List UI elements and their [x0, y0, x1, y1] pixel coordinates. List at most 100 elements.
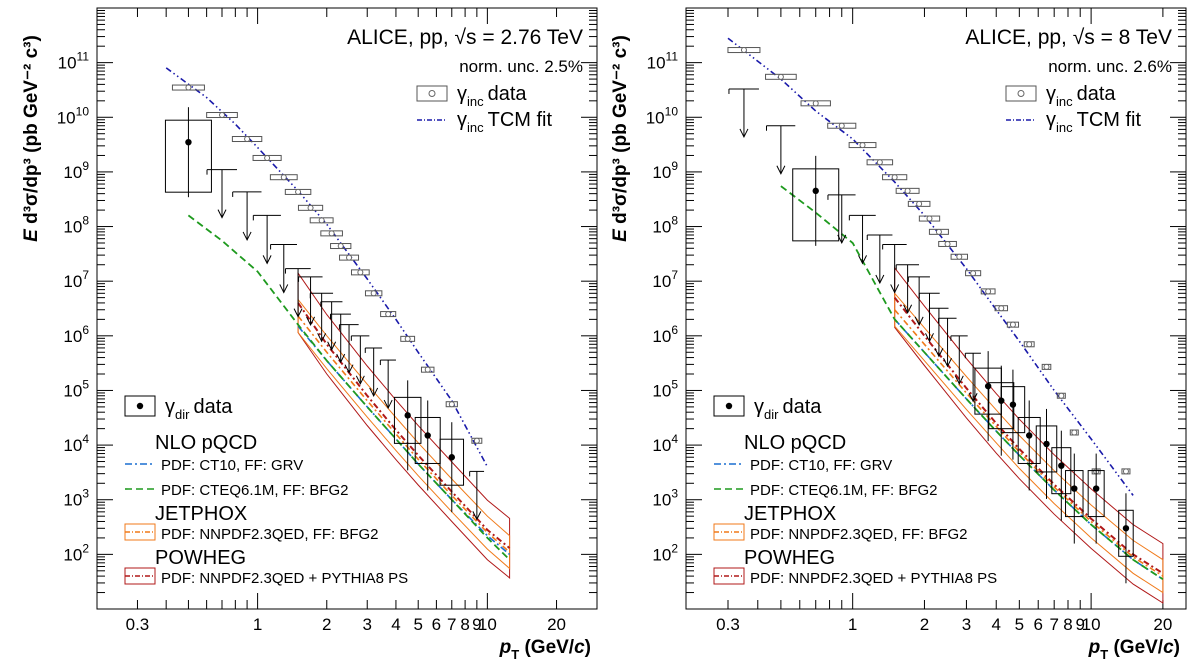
inc-data-point — [944, 240, 951, 247]
upper-limit-arrowhead — [293, 308, 303, 318]
x-axis-title-part: c — [574, 637, 585, 658]
y-tick-label: 1010 — [646, 104, 679, 127]
legend-sub: dir — [175, 407, 190, 422]
y-tick-label: 104 — [63, 432, 89, 455]
legend-text: data — [1077, 83, 1117, 105]
legend-label: PDF: CT10, FF: GRV — [161, 457, 303, 474]
upper-limit-arrowhead — [383, 399, 393, 410]
inc-data-point — [185, 84, 192, 91]
inc-data-point — [473, 437, 480, 444]
y-tick-exponent: 4 — [82, 432, 89, 446]
legend-header: NLO pQCD — [744, 432, 846, 454]
legend-dir-data-marker — [725, 402, 733, 410]
upper-limit-arrowhead — [327, 341, 337, 351]
plot-frame — [685, 7, 1187, 610]
inc-data-point — [812, 100, 819, 107]
upper-limit-arrowhead — [914, 316, 924, 326]
x-axis-title-part: ) — [1174, 637, 1180, 658]
x-axis-title: pT (GeV/c) — [499, 637, 591, 662]
x-tick-label: 9 — [1075, 615, 1084, 634]
y-tick-exponent: 10 — [76, 104, 90, 118]
legend-text: data — [488, 83, 528, 105]
y-tick-exponent: 5 — [671, 377, 678, 391]
x-axis-title: pT (GeV/c) — [1088, 637, 1180, 662]
y-tick-label: 107 — [652, 268, 678, 291]
x-tick-label: 1 — [848, 615, 857, 634]
legend-label: PDF: NNPDF2.3QED + PYTHIA8 PS — [750, 570, 997, 587]
inc-data-point — [904, 187, 911, 194]
inc-data-point — [916, 200, 923, 207]
y-tick-label: 106 — [652, 323, 678, 346]
inc-data-point — [424, 366, 431, 373]
legend-dir-data-label: γdir data — [165, 396, 233, 422]
y-tick-exponent: 6 — [82, 323, 89, 337]
y-tick-label: 102 — [652, 541, 678, 564]
upper-limit-arrowhead — [934, 347, 944, 358]
inc-data-point — [1043, 363, 1050, 370]
legend-inc-data-label: γinc data — [457, 83, 527, 109]
legend-sub: dir — [764, 407, 779, 422]
inc-data-point — [777, 73, 784, 80]
y-axis-title-part: E — [21, 224, 42, 242]
upper-limit-arrowhead — [317, 333, 327, 343]
inc-data-point — [357, 269, 364, 276]
inc-data-point — [891, 174, 898, 181]
legend-sub: inc — [1056, 94, 1073, 109]
inc-data-point — [838, 122, 845, 129]
legend-tcm-label: γinc TCM fit — [1046, 109, 1142, 135]
y-tick-label: 1011 — [58, 50, 90, 73]
upper-limit-arrowhead — [890, 284, 900, 294]
y-tick-exponent: 9 — [82, 159, 89, 173]
legend-inc-data-marker — [428, 90, 436, 97]
legend-sub: inc — [467, 120, 484, 135]
y-tick-label: 107 — [63, 268, 89, 291]
x-axis-title-part: ) — [585, 637, 591, 658]
x-axis-title-part: c — [1163, 637, 1174, 658]
norm-unc-label: norm. unc. 2.6% — [1048, 57, 1172, 76]
y-tick-exponent: 11 — [666, 50, 679, 64]
y-tick-label: 109 — [652, 159, 678, 182]
x-axis-title-part: T — [511, 647, 519, 662]
inc-data-point — [295, 188, 302, 195]
legend-tcm-label: γinc TCM fit — [457, 109, 553, 135]
legend-label: PDF: CTEQ6.1M, FF: BFG2 — [750, 482, 938, 499]
x-axis-title-part: (GeV/ — [1108, 637, 1164, 658]
x-tick-label: 5 — [1015, 615, 1024, 634]
y-tick-label: 1010 — [57, 104, 90, 127]
dir-data-point — [1009, 401, 1017, 408]
y-tick-exponent: 2 — [82, 541, 89, 555]
x-tick-label: 0.3 — [716, 615, 740, 634]
legend-header: NLO pQCD — [155, 432, 257, 454]
y-tick-exponent: 10 — [665, 104, 679, 118]
y-tick-label: 102 — [63, 541, 89, 564]
upper-limit-arrowhead — [776, 165, 786, 175]
inc-data-point — [970, 270, 977, 277]
y-tick-exponent: 7 — [82, 268, 89, 282]
inc-data-point — [244, 136, 251, 143]
dir-data-point — [404, 412, 411, 419]
inc-data-point — [1122, 468, 1129, 475]
x-tick-label: 20 — [547, 615, 566, 634]
x-tick-label: 0.3 — [126, 615, 150, 634]
x-tick-label: 4 — [391, 615, 400, 634]
legend-label: PDF: CT10, FF: GRV — [750, 457, 892, 474]
x-tick-label: 2 — [920, 615, 929, 634]
jetphox-band — [297, 298, 511, 570]
legend-header: POWHEG — [155, 547, 246, 569]
inc-data-point — [318, 217, 325, 224]
x-axis-title-part: T — [1100, 647, 1108, 662]
legend-inc-data-box — [1005, 85, 1037, 102]
panel-title: ALICE, pp, √s = 2.76 TeV — [347, 26, 583, 49]
y-tick-exponent: 4 — [671, 432, 678, 446]
upper-limit-arrowhead — [355, 375, 365, 385]
legend-inc-data-box — [416, 85, 448, 102]
legend-text: TCM fit — [488, 109, 553, 131]
upper-limit-arrowhead — [242, 231, 252, 242]
x-tick-label: 3 — [362, 615, 371, 634]
upper-limit-arrowhead — [858, 255, 867, 265]
y-axis-title-part: E — [610, 224, 631, 242]
x-tick-label: 9 — [472, 615, 481, 634]
